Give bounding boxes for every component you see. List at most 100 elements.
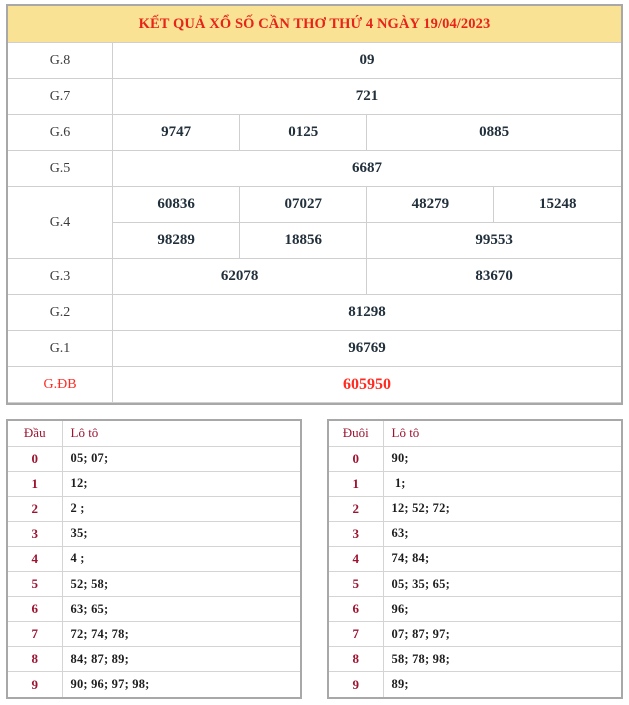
- table-row: G.8 09: [8, 42, 621, 79]
- prize-value-g8-1: 09: [112, 42, 621, 79]
- head-key-8: 8: [8, 646, 63, 673]
- head-value-1: 12;: [61, 470, 300, 497]
- tail-value-0: 90;: [382, 445, 621, 472]
- table-row: 6 63; 65;: [8, 596, 300, 623]
- prize-value-g7-1: 721: [112, 78, 621, 115]
- prize-label-g5: G.5: [8, 150, 113, 187]
- prize-label-g1: G.1: [8, 330, 113, 367]
- tail-value-9: 89;: [382, 671, 621, 697]
- head-value-8: 84; 87; 89;: [61, 646, 300, 673]
- prize-value-g6-2: 0125: [239, 114, 368, 151]
- prize-value-g3-1: 62078: [111, 258, 368, 295]
- table-row: G.1 96769: [8, 330, 621, 367]
- table-row: 0 90;: [329, 445, 621, 472]
- tail-value-4: 74; 84;: [382, 545, 621, 572]
- prize-value-g4-4: 15248: [493, 186, 621, 223]
- table-row: 8 84; 87; 89;: [8, 646, 300, 673]
- table-row: 7 07; 87; 97;: [329, 621, 621, 648]
- prize-label-g6: G.6: [8, 114, 113, 151]
- prize-label-g8: G.8: [8, 42, 113, 79]
- tail-column-header-key: Đuôi: [329, 421, 384, 447]
- head-value-9: 90; 96; 97; 98;: [61, 671, 300, 697]
- tail-key-0: 0: [329, 445, 384, 472]
- prize-label-g7: G.7: [8, 78, 113, 115]
- head-value-4: 4 ;: [61, 545, 300, 572]
- tail-key-5: 5: [329, 570, 384, 598]
- tail-column-header-value: Lô tô: [382, 421, 621, 447]
- prize-value-gdb-1: 605950: [112, 366, 621, 403]
- head-value-6: 63; 65;: [61, 596, 300, 623]
- head-key-5: 5: [8, 570, 63, 598]
- head-key-3: 3: [8, 520, 63, 547]
- table-row: 7 72; 74; 78;: [8, 621, 300, 648]
- table-row: 4 74; 84;: [329, 545, 621, 572]
- table-row: 9 90; 96; 97; 98;: [8, 671, 300, 697]
- prize-label-gdb: G.ĐB: [8, 366, 113, 403]
- page-title: KẾT QUẢ XỔ SỐ CẦN THƠ THỨ 4 NGÀY 19/04/2…: [8, 6, 621, 42]
- tail-key-9: 9: [329, 671, 384, 697]
- tail-key-8: 8: [329, 646, 384, 673]
- table-row: 9 89;: [329, 671, 621, 697]
- table-row: G.ĐB 605950: [8, 366, 621, 403]
- prize-label-g2: G.2: [8, 294, 113, 331]
- prize-label-g4: G.4: [8, 186, 113, 259]
- prize-value-g4-7: 99553: [366, 222, 621, 259]
- tail-value-8: 58; 78; 98;: [382, 646, 621, 673]
- table-header-row: Đầu Lô tô: [8, 421, 300, 447]
- tail-key-4: 4: [329, 545, 384, 572]
- head-value-3: 35;: [61, 520, 300, 547]
- head-key-0: 0: [8, 445, 63, 472]
- table-row: G.3 62078 83670: [8, 258, 621, 295]
- table-row: G.4 60836 07027 48279 15248: [8, 186, 621, 259]
- head-key-2: 2: [8, 495, 63, 522]
- head-summary-table: Đầu Lô tô 0 05; 07; 1 12; 2 2 ; 3 35;: [8, 421, 300, 697]
- table-row: 2 2 ;: [8, 495, 300, 522]
- prize-value-g4-1: 60836: [111, 186, 241, 223]
- head-summary-panel: Đầu Lô tô 0 05; 07; 1 12; 2 2 ; 3 35;: [6, 419, 302, 699]
- tail-value-5: 05; 35; 65;: [382, 570, 621, 598]
- prize-value-g4-2: 07027: [239, 186, 368, 223]
- head-value-2: 2 ;: [61, 495, 300, 522]
- tail-value-6: 96;: [382, 596, 621, 623]
- table-header-row: Đuôi Lô tô: [329, 421, 621, 447]
- prize-value-g3-2: 83670: [366, 258, 621, 295]
- tail-key-7: 7: [329, 621, 384, 648]
- head-value-7: 72; 74; 78;: [61, 621, 300, 648]
- prize-value-g6-1: 9747: [111, 114, 241, 151]
- head-key-6: 6: [8, 596, 63, 623]
- prize-value-g6-3: 0885: [366, 114, 621, 151]
- tail-key-6: 6: [329, 596, 384, 623]
- tail-key-1: 1: [329, 470, 384, 497]
- table-row: 1 1;: [329, 470, 621, 497]
- table-row: 4 4 ;: [8, 545, 300, 572]
- table-row: 0 05; 07;: [8, 445, 300, 472]
- table-row: 8 58; 78; 98;: [329, 646, 621, 673]
- table-row: 3 63;: [329, 520, 621, 547]
- head-value-0: 05; 07;: [61, 445, 300, 472]
- head-key-1: 1: [8, 470, 63, 497]
- tail-value-2: 12; 52; 72;: [382, 495, 621, 522]
- head-column-header-key: Đầu: [8, 421, 63, 447]
- tail-value-3: 63;: [382, 520, 621, 547]
- table-row: G.6 9747 0125 0885: [8, 114, 621, 151]
- table-row: G.5 6687: [8, 150, 621, 187]
- tail-value-7: 07; 87; 97;: [382, 621, 621, 648]
- summary-tables-row: Đầu Lô tô 0 05; 07; 1 12; 2 2 ; 3 35;: [0, 419, 629, 701]
- head-value-5: 52; 58;: [61, 570, 300, 598]
- head-key-9: 9: [8, 671, 63, 697]
- prize-value-g4-3: 48279: [366, 186, 495, 223]
- prize-label-g3: G.3: [8, 258, 113, 295]
- tail-value-1: 1;: [382, 470, 621, 497]
- tail-summary-table: Đuôi Lô tô 0 90; 1 1; 2 12; 52; 72; 3: [329, 421, 621, 697]
- head-column-header-value: Lô tô: [61, 421, 300, 447]
- head-key-7: 7: [8, 621, 63, 648]
- table-row: 1 12;: [8, 470, 300, 497]
- table-row: 6 96;: [329, 596, 621, 623]
- prize-value-g2-1: 81298: [112, 294, 621, 331]
- prize-value-g4-6: 18856: [239, 222, 368, 259]
- table-row: G.7 721: [8, 78, 621, 115]
- table-row: 5 05; 35; 65;: [329, 570, 621, 598]
- prize-value-g5-1: 6687: [112, 150, 621, 187]
- table-row: 3 35;: [8, 520, 300, 547]
- tail-summary-panel: Đuôi Lô tô 0 90; 1 1; 2 12; 52; 72; 3: [327, 419, 623, 699]
